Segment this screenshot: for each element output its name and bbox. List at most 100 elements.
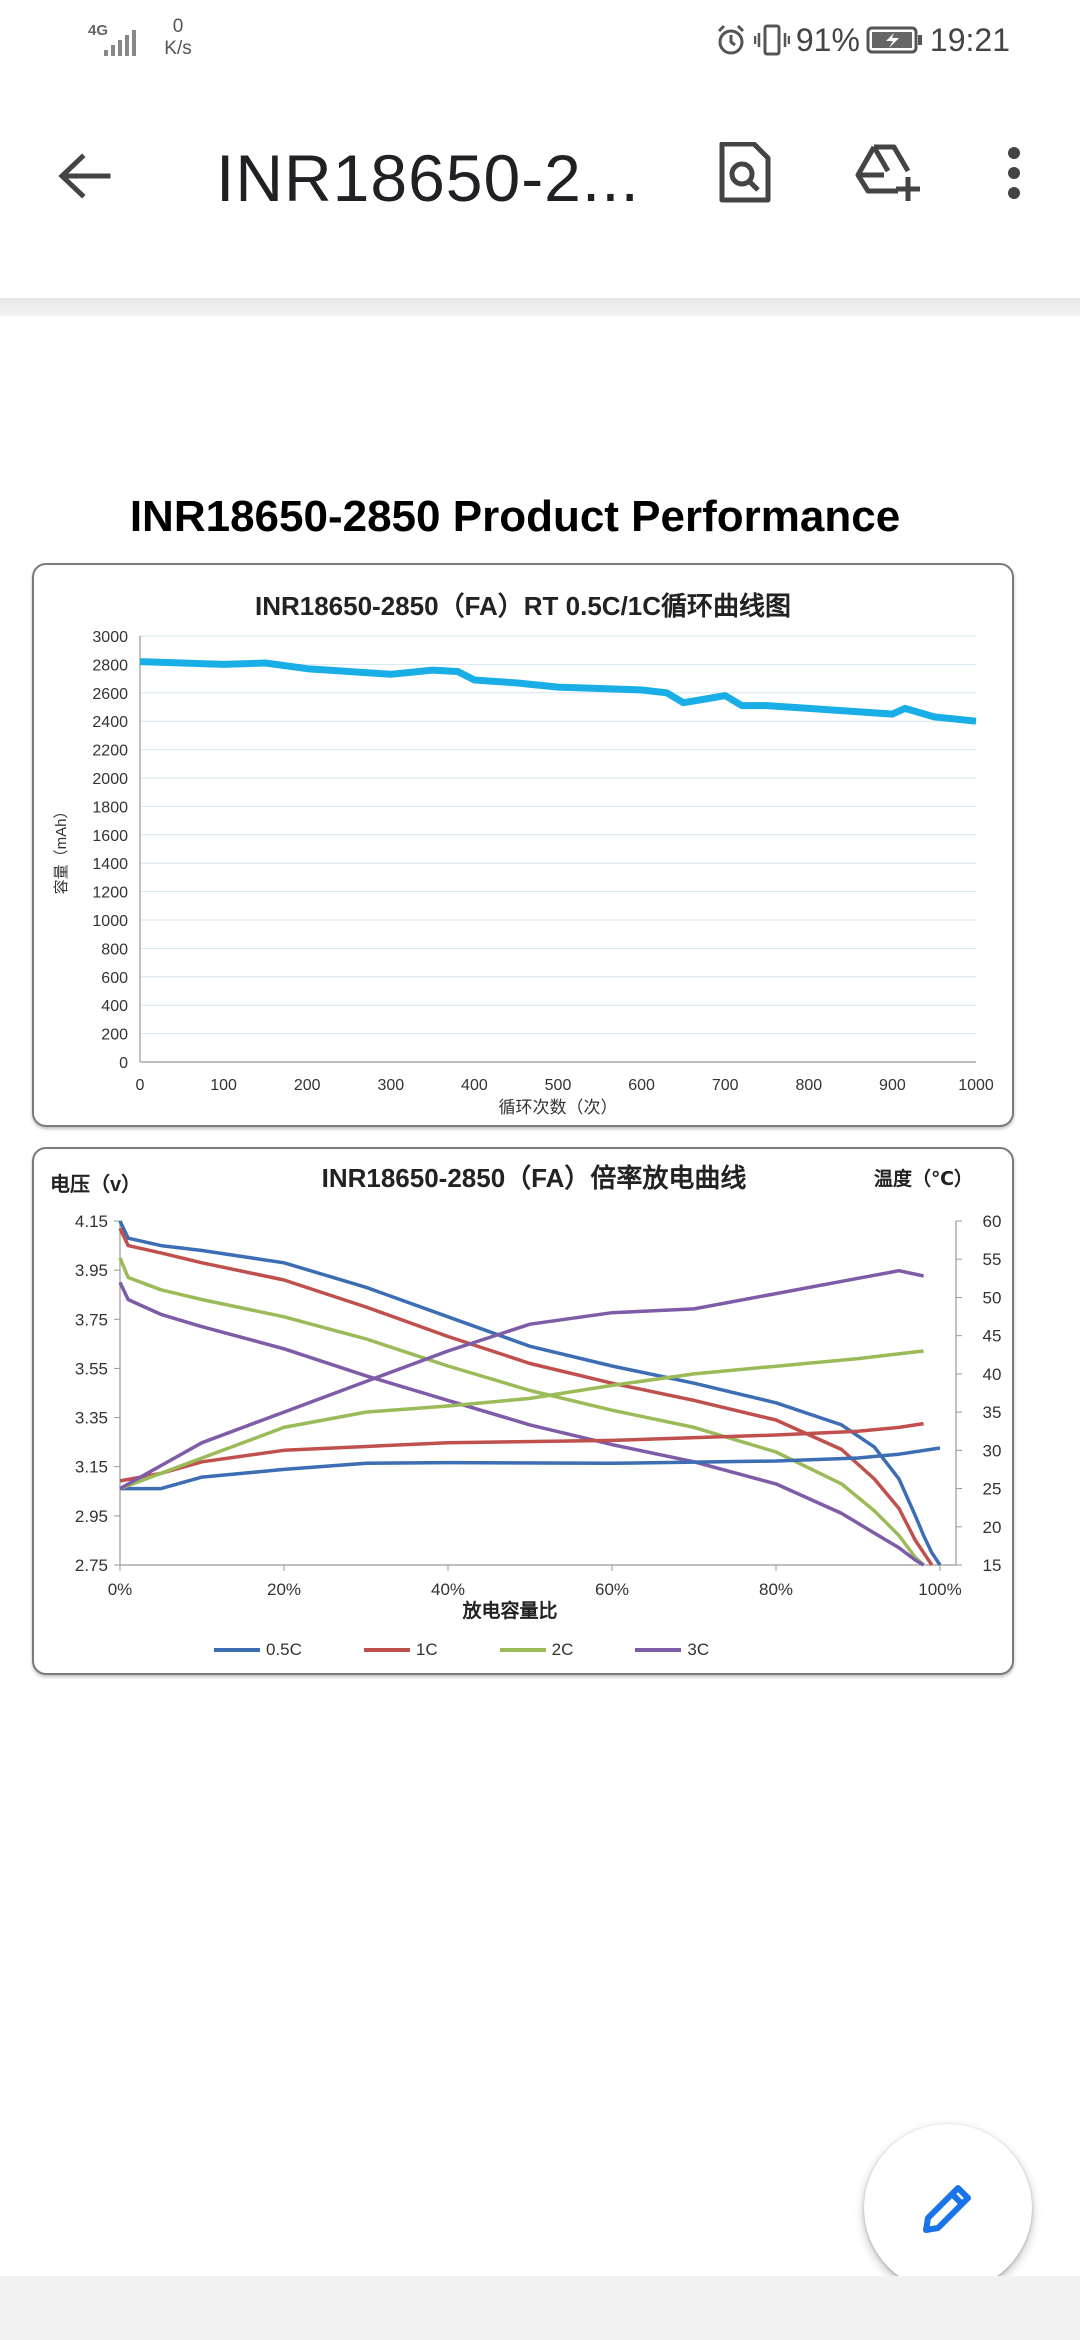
find-in-page-icon	[719, 142, 771, 203]
series-line-temperature	[119, 1268, 924, 1491]
y2-tick-label: 25	[983, 1480, 1002, 1499]
add-to-drive-button[interactable]	[844, 128, 934, 218]
legend-swatch	[635, 1648, 682, 1652]
status-right: 91% 19:21	[714, 20, 1010, 60]
y-tick-label: 1600	[92, 828, 128, 845]
series-line-voltage	[118, 1257, 925, 1567]
signal-bars-icon	[104, 30, 136, 56]
y-tick-label: 1200	[92, 885, 128, 902]
y-tick-label: 400	[101, 998, 128, 1015]
y2-tick-label: 50	[983, 1288, 1002, 1307]
app-bar-shadow	[0, 298, 1080, 316]
y-tick-label: 1000	[92, 913, 128, 930]
x-tick-label: 200	[294, 1077, 321, 1094]
x-tick-label: 20%	[267, 1580, 301, 1599]
vibrate-icon	[753, 24, 790, 56]
y-tick-label: 600	[101, 970, 128, 987]
y2-tick-label: 30	[983, 1441, 1002, 1460]
legend-label: 3C	[687, 1640, 710, 1659]
y-tick-label: 2000	[92, 771, 128, 788]
x-tick-label: 500	[545, 1077, 572, 1094]
cycle-chart: INR18650-2850（FA）RT 0.5C/1C循环曲线图 0 200 400 6…	[32, 563, 1014, 1127]
series-line-voltage	[118, 1220, 942, 1566]
x-tick-label: 700	[712, 1077, 739, 1094]
document-heading: INR18650-2850 Product Performance	[129, 492, 901, 541]
x-axis-label: 循环次数（次）	[499, 1098, 618, 1117]
legend-swatch	[214, 1648, 260, 1652]
legend-item: 0.5C	[214, 1640, 302, 1660]
speed-value: 0	[172, 16, 184, 37]
y2-tick-label: 40	[983, 1365, 1002, 1384]
y-axis-label: 电压（v）	[50, 1173, 141, 1196]
y-tick-label: 4.15	[75, 1212, 108, 1231]
y-tick-label: 2.95	[75, 1507, 108, 1526]
y-tick-label: 2400	[92, 714, 128, 731]
y2-tick-label: 55	[983, 1250, 1002, 1269]
x-tick-label: 100	[210, 1077, 237, 1094]
more-vert-icon	[1008, 147, 1020, 199]
y2-tick-label: 45	[983, 1327, 1002, 1346]
y2-tick-label: 15	[983, 1556, 1002, 1575]
x-tick-label: 60%	[595, 1580, 629, 1599]
y-tick-label: 3000	[92, 629, 128, 646]
alarm-icon	[717, 24, 744, 55]
x-tick-label: 100%	[918, 1580, 961, 1599]
network-speed: 0 K/s	[158, 16, 198, 60]
series-line-voltage	[118, 1281, 925, 1567]
legend-item: 3C	[635, 1640, 709, 1660]
legend-swatch	[499, 1648, 546, 1652]
series-line-voltage	[118, 1227, 934, 1566]
series-line-temperature	[119, 1349, 924, 1491]
battery-percent: 91%	[795, 21, 860, 58]
y-tick-label: 2200	[92, 743, 128, 760]
y-tick-label: 0	[119, 1055, 128, 1072]
chart-title: INR18650-2850（FA）倍率放电曲线	[322, 1163, 747, 1193]
y-tick-label: 3.95	[75, 1261, 108, 1280]
y-tick-label: 3.55	[75, 1359, 108, 1378]
x-tick-label: 1000	[958, 1077, 994, 1094]
series-line-temperature	[119, 1421, 924, 1483]
arrow-back-icon	[58, 153, 111, 199]
cycle-chart-svg: INR18650-2850（FA）RT 0.5C/1C循环曲线图 0 200 400 6…	[53, 591, 994, 1117]
more-options-button[interactable]	[970, 128, 1058, 218]
find-in-page-button[interactable]	[700, 128, 790, 218]
y2-tick-label: 20	[983, 1518, 1002, 1537]
clock: 19:21	[929, 21, 1010, 58]
x-tick-label: 600	[628, 1077, 655, 1094]
x-tick-label: 300	[377, 1077, 404, 1094]
chart-legend: 0.5C 1C 2C 3C	[214, 1640, 709, 1660]
y-tick-label: 2600	[92, 686, 128, 703]
edit-fab[interactable]	[864, 2124, 1032, 2292]
y-tick-label: 3.75	[75, 1310, 108, 1329]
y-tick-label: 1800	[92, 799, 128, 816]
chart-title: INR18650-2850（FA）RT 0.5C/1C循环曲线图	[255, 591, 791, 621]
y-tick-label: 3.15	[75, 1458, 108, 1477]
x-tick-label: 0	[136, 1077, 145, 1094]
network-type: 4G	[88, 22, 109, 39]
legend-label: 0.5C	[266, 1640, 302, 1659]
legend-label: 2C	[551, 1640, 574, 1659]
y2-axis-label: 温度（℃）	[874, 1167, 973, 1190]
x-tick-label: 800	[795, 1077, 822, 1094]
y-tick-label: 800	[101, 941, 128, 958]
edit-pencil-icon	[923, 2185, 971, 2233]
back-button[interactable]	[44, 136, 124, 216]
app-bar: INR18650-2...	[0, 80, 1080, 298]
signal-indicator: 4G	[88, 22, 144, 58]
y2-tick-label: 60	[983, 1212, 1002, 1231]
x-tick-label: 900	[879, 1077, 906, 1094]
document-title: INR18650-2...	[216, 141, 640, 215]
y2-tick-label: 35	[983, 1403, 1002, 1422]
system-nav-bar	[0, 2276, 1080, 2340]
y-tick-label: 3.35	[75, 1409, 108, 1428]
x-tick-label: 40%	[431, 1580, 465, 1599]
rate-discharge-chart: INR18650-2850（FA）倍率放电曲线 电压（v） 温度（℃） 2.75 2.9…	[32, 1147, 1014, 1675]
x-tick-label: 400	[461, 1077, 488, 1094]
series-line-capacity	[139, 658, 977, 725]
rate-discharge-chart-svg: INR18650-2850（FA）倍率放电曲线 电压（v） 温度（℃） 2.75 2.9…	[50, 1163, 1002, 1622]
y-tick-label: 2800	[92, 657, 128, 674]
y-axis-label: 容量（mAh）	[53, 804, 70, 895]
y-tick-label: 2.75	[75, 1556, 108, 1575]
x-tick-label: 0%	[108, 1580, 133, 1599]
series-line-temperature	[120, 1446, 941, 1491]
